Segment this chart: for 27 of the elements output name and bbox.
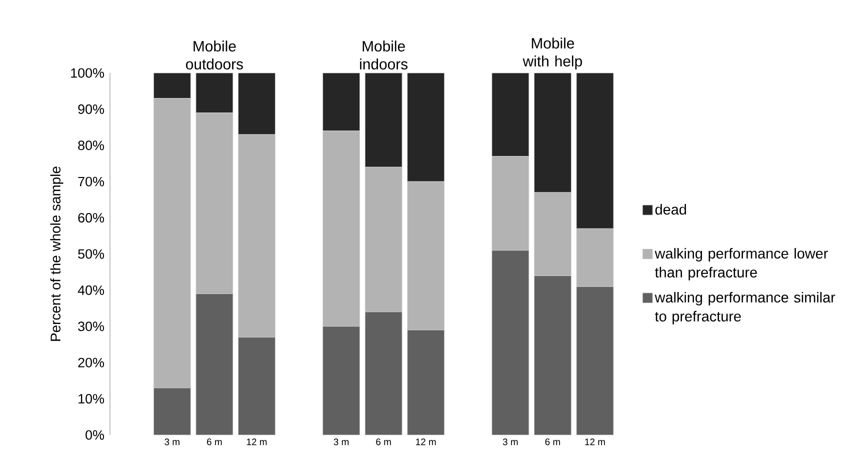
y-tick-label: 0% [86,430,104,440]
legend-label: dead [655,204,686,215]
y-tick-label: 80% [78,140,104,150]
legend-label: walking performance lower than prefracture [654,248,828,280]
x-tick-label: 12 m [246,438,267,446]
y-tick-label: 40% [78,285,104,295]
x-tick-label: 12 m [585,438,605,446]
text: Mobile outdoors [186,40,243,70]
y-tick-label: 20% [78,358,104,368]
x-tick-label: 6 m [207,438,222,446]
y-tick-label: 50% [78,249,104,259]
y-tick-label: 90% [78,104,104,114]
y-tick-label: 60% [78,213,104,223]
legend-label: walking performance similar to prefracture [654,292,836,324]
x-tick-label: 3 m [164,438,180,446]
x-tick-label: 12 m [416,438,436,446]
y-axis-title: Percent of the whole sample [50,166,64,341]
x-tick-label: 6 m [545,438,560,446]
x-tick-label: 6 m [376,438,391,446]
text: Mobile indoors [360,40,408,70]
y-tick-label: 30% [78,322,104,332]
x-tick-label: 3 m [334,438,349,446]
y-tick-label: 70% [78,176,104,186]
text: Mobile with help [522,38,582,70]
y-tick-label: 10% [78,394,104,404]
x-tick-label: 3 m [502,438,518,446]
y-tick-label: 100% [71,68,104,78]
